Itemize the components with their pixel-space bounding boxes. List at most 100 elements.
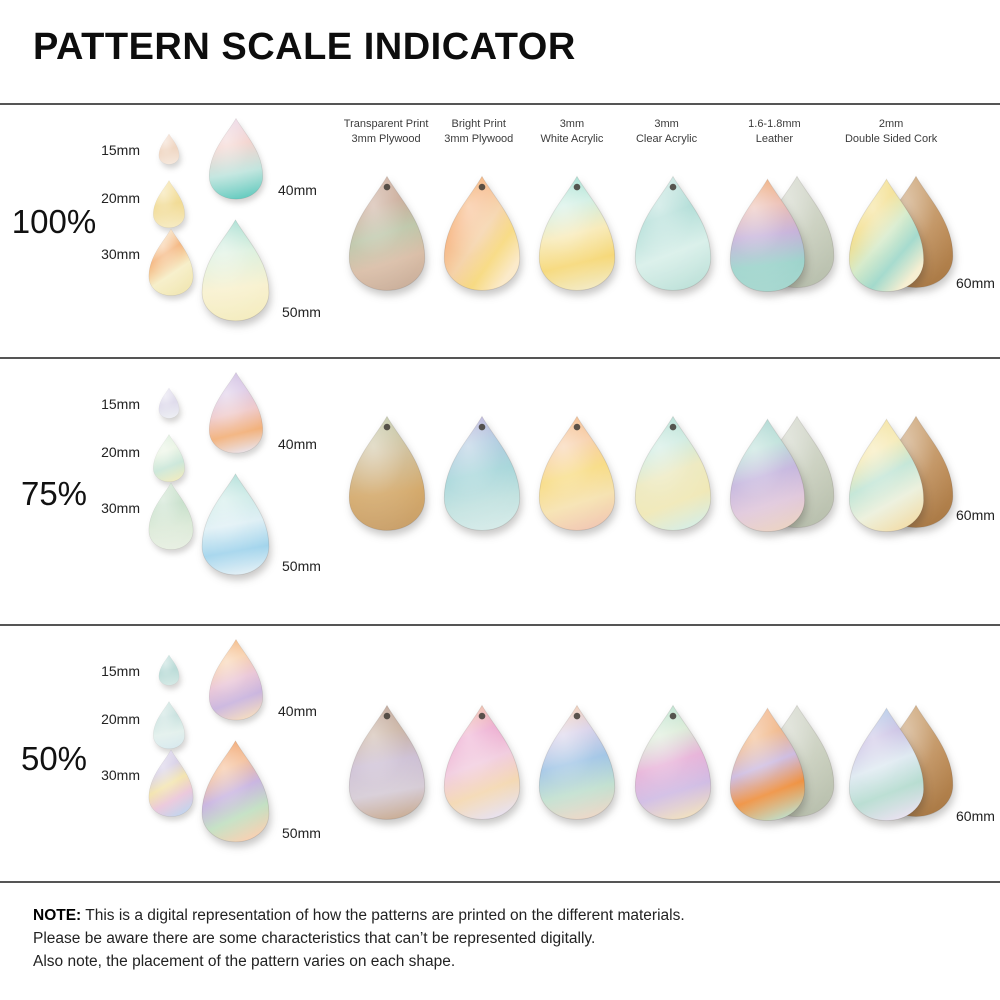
paint-sheen-overlay	[158, 654, 180, 686]
leather-front-drop	[729, 418, 806, 532]
hang-hole	[478, 183, 485, 191]
material-header-line1: 3mm	[559, 118, 585, 130]
material-column-5	[722, 413, 844, 535]
paint-sheen-overlay	[635, 705, 711, 820]
hang-hole	[383, 183, 391, 191]
hang-hole	[669, 423, 677, 431]
material-column-6	[844, 173, 960, 295]
size-label-15mm: 15mm	[101, 396, 140, 412]
leather-front-drop	[729, 178, 806, 292]
divider-line	[0, 103, 1000, 105]
divider-line	[0, 357, 1000, 359]
size-reference-cluster: 15mm 20mm 30mm 40mm 50mm	[90, 624, 340, 881]
paint-sheen-overlay	[849, 708, 924, 821]
material-column-5	[722, 702, 844, 824]
hang-hole	[383, 423, 391, 431]
size-label-50mm: 50mm	[282, 558, 321, 574]
material-drop-2	[443, 704, 520, 820]
material-drop-2	[443, 415, 520, 531]
note-label: NOTE:	[33, 907, 82, 924]
paint-sheen-overlay	[635, 176, 711, 291]
material-drop-3	[538, 415, 615, 531]
size-reference-cluster: 15mm 20mm 30mm 40mm 50mm	[90, 103, 340, 357]
size-label-40mm: 40mm	[278, 703, 317, 719]
hang-hole	[478, 712, 485, 720]
material-drop-1	[348, 175, 426, 291]
teardrop-30mm	[148, 749, 194, 817]
material-column-2	[434, 173, 529, 293]
material-drop-4	[634, 415, 712, 531]
material-header-line2: White Acrylic	[540, 133, 604, 146]
paint-sheen-overlay	[209, 118, 263, 200]
size-label-20mm: 20mm	[101, 711, 140, 727]
note-line-1: This is a digital representation of how …	[85, 907, 685, 924]
paint-sheen-overlay	[209, 372, 263, 454]
material-column-1	[340, 173, 434, 293]
size-label-30mm: 30mm	[101, 246, 140, 262]
material-header-line1: 1.6-1.8mm	[748, 118, 801, 130]
paint-sheen-overlay	[349, 416, 425, 531]
material-drops-strip: 60mm	[340, 173, 995, 297]
material-header: 1.6-1.8mm Leather	[715, 117, 835, 148]
paint-sheen-overlay	[349, 176, 425, 291]
material-header: 3mm Clear Acrylic	[619, 117, 715, 148]
teardrop-30mm	[148, 228, 194, 296]
material-header-line2: 3mm Plywood	[351, 133, 421, 146]
paint-sheen-overlay	[538, 705, 615, 820]
cork-front-drop	[848, 178, 925, 292]
size-label-30mm: 30mm	[101, 767, 140, 783]
paint-sheen-overlay	[443, 416, 520, 531]
paint-sheen-overlay	[158, 387, 180, 419]
hang-hole	[573, 183, 580, 191]
material-header-line1: Bright Print	[451, 118, 506, 130]
material-column-3	[529, 702, 624, 822]
size-label-15mm: 15mm	[101, 142, 140, 158]
paint-sheen-overlay	[730, 179, 805, 292]
size-label-15mm: 15mm	[101, 663, 140, 679]
teardrop-50mm	[201, 473, 270, 576]
material-header: Transparent Print 3mm Plywood	[340, 117, 432, 148]
material-header-line2: Double Sided Cork	[844, 133, 938, 146]
material-drop-3	[538, 704, 615, 820]
material-drops-strip: 60mm	[340, 413, 995, 537]
material-header-line1: 2mm	[878, 118, 904, 130]
note-line-3: Also note, the placement of the pattern …	[33, 952, 456, 970]
paint-sheen-overlay	[443, 705, 520, 820]
scale-percent-label: 75%	[20, 475, 88, 512]
teardrop-40mm	[209, 638, 263, 721]
cork-front-drop	[848, 418, 925, 532]
material-column-1	[340, 702, 434, 822]
leather-pair	[727, 173, 839, 295]
paint-sheen-overlay	[153, 701, 185, 749]
paint-sheen-overlay	[153, 180, 185, 228]
material-column-3	[529, 173, 624, 293]
scale-section-50: 50% 15mm 20mm 30mm 40mm 50mm 60mm	[0, 624, 1000, 881]
note-line-2: Please be aware there are some character…	[33, 929, 596, 947]
material-header-line1: 3mm	[654, 118, 679, 130]
teardrop-40mm	[209, 117, 263, 200]
paint-sheen-overlay	[443, 176, 520, 291]
material-header: 2mm Double Sided Cork	[834, 117, 948, 148]
material-column-2	[434, 702, 529, 822]
size-reference-cluster: 15mm 20mm 30mm 40mm 50mm	[90, 357, 340, 624]
material-column-4	[624, 702, 722, 822]
paint-sheen-overlay	[849, 179, 924, 292]
material-header: 3mm White Acrylic	[525, 117, 618, 148]
divider-line	[0, 624, 1000, 626]
paint-sheen-overlay	[158, 133, 180, 165]
leather-front-drop	[729, 707, 806, 821]
teardrop-15mm	[158, 387, 180, 419]
size-label-50mm: 50mm	[282, 304, 321, 320]
leather-pair	[727, 702, 839, 824]
cork-front-drop	[848, 707, 925, 821]
material-column-3	[529, 413, 624, 533]
paint-sheen-overlay	[153, 434, 185, 482]
teardrop-20mm	[153, 180, 185, 228]
material-drop-1	[348, 704, 426, 820]
size-label-40mm: 40mm	[278, 436, 317, 452]
teardrop-40mm	[209, 371, 263, 454]
note-text: NOTE: This is a digital representation o…	[33, 905, 963, 973]
hang-hole	[669, 183, 677, 191]
teardrop-50mm	[201, 740, 270, 843]
material-drops-strip: 60mm	[340, 702, 995, 826]
